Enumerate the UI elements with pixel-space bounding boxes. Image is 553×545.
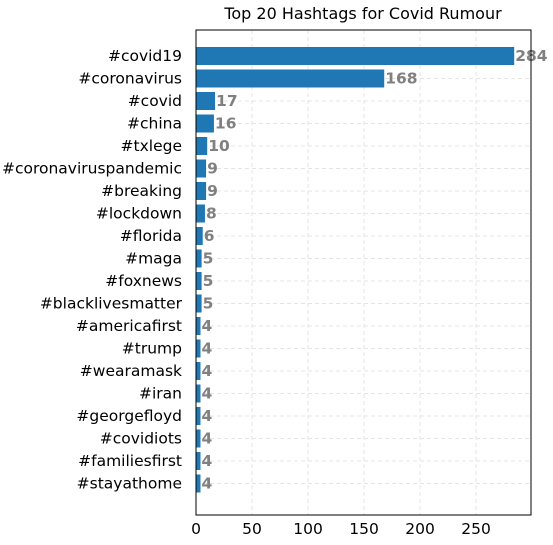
value-label: 5 xyxy=(203,250,214,268)
y-tick-label: #americafirst xyxy=(76,317,182,335)
bar xyxy=(196,47,515,65)
bar xyxy=(196,339,201,358)
x-axis-tick-labels: 0 50 100 150 200 250 xyxy=(191,520,491,538)
y-tick-label: #maga xyxy=(125,250,182,268)
y-tick-label: #foxnews xyxy=(105,272,182,290)
bar xyxy=(196,159,207,178)
bar xyxy=(196,92,216,110)
bar xyxy=(196,407,201,425)
value-label: 4 xyxy=(201,430,212,448)
y-tick-label: #florida xyxy=(120,227,182,245)
bar xyxy=(196,204,205,223)
value-label: 4 xyxy=(201,475,212,493)
bar xyxy=(196,429,201,448)
value-label: 4 xyxy=(201,407,212,425)
chart-title: Top 20 Hashtags for Covid Rumour xyxy=(223,4,502,23)
bar xyxy=(196,294,202,313)
value-label: 4 xyxy=(201,452,212,470)
y-tick-label: #covid xyxy=(128,92,182,110)
value-label: 168 xyxy=(385,70,417,88)
bar xyxy=(196,272,202,290)
y-tick-label: #china xyxy=(127,115,182,133)
x-tick-label: 200 xyxy=(405,520,435,538)
value-label: 8 xyxy=(206,205,217,223)
bar xyxy=(196,317,201,335)
y-axis-tick-labels: #covid19 #coronavirus #covid #china #txlege #… xyxy=(2,47,183,493)
y-tick-label: #stayathome xyxy=(77,475,182,493)
value-label: 10 xyxy=(208,137,230,155)
y-tick-label: #coronavirus xyxy=(78,70,182,88)
value-label: 4 xyxy=(201,340,212,358)
x-tick-label: 50 xyxy=(242,520,262,538)
value-label: 9 xyxy=(207,160,218,178)
y-tick-label: #familiesfirst xyxy=(78,452,182,470)
grid xyxy=(195,30,531,515)
bar xyxy=(196,137,208,155)
x-tick-label: 250 xyxy=(461,520,491,538)
value-label: 9 xyxy=(207,182,218,200)
y-tick-label: #blacklivesmatter xyxy=(40,295,183,313)
value-label: 4 xyxy=(201,317,212,335)
bar xyxy=(196,362,201,380)
value-label: 4 xyxy=(201,385,212,403)
y-tick-label: #wearamask xyxy=(80,362,182,380)
value-label: 5 xyxy=(203,295,214,313)
value-label: 17 xyxy=(216,92,238,110)
value-label: 6 xyxy=(204,227,215,245)
bar xyxy=(196,69,385,88)
bar xyxy=(196,474,201,493)
x-tick-label: 100 xyxy=(293,520,323,538)
bar xyxy=(196,182,207,200)
x-tick-label: 0 xyxy=(191,520,201,538)
plot-frame xyxy=(195,29,532,516)
y-tick-label: #lockdown xyxy=(96,205,182,223)
bar xyxy=(196,452,201,470)
bar xyxy=(196,227,203,245)
x-tick-label: 150 xyxy=(349,520,379,538)
y-tick-label: #txlege xyxy=(121,137,182,155)
y-tick-label: #georgefloyd xyxy=(76,407,182,425)
y-tick-label: #covid19 xyxy=(108,47,182,65)
y-tick-label: #coronaviruspandemic xyxy=(2,160,182,178)
y-tick-label: #trump xyxy=(122,340,182,358)
bar xyxy=(196,114,214,133)
bar xyxy=(196,384,201,403)
y-tick-label: #breaking xyxy=(101,182,182,200)
bars xyxy=(196,47,515,493)
value-label: 5 xyxy=(203,272,214,290)
y-tick-label: #covidiots xyxy=(100,430,182,448)
value-label: 16 xyxy=(215,115,237,133)
value-label: 4 xyxy=(201,362,212,380)
bar xyxy=(196,249,202,268)
y-tick-label: #iran xyxy=(139,385,182,403)
